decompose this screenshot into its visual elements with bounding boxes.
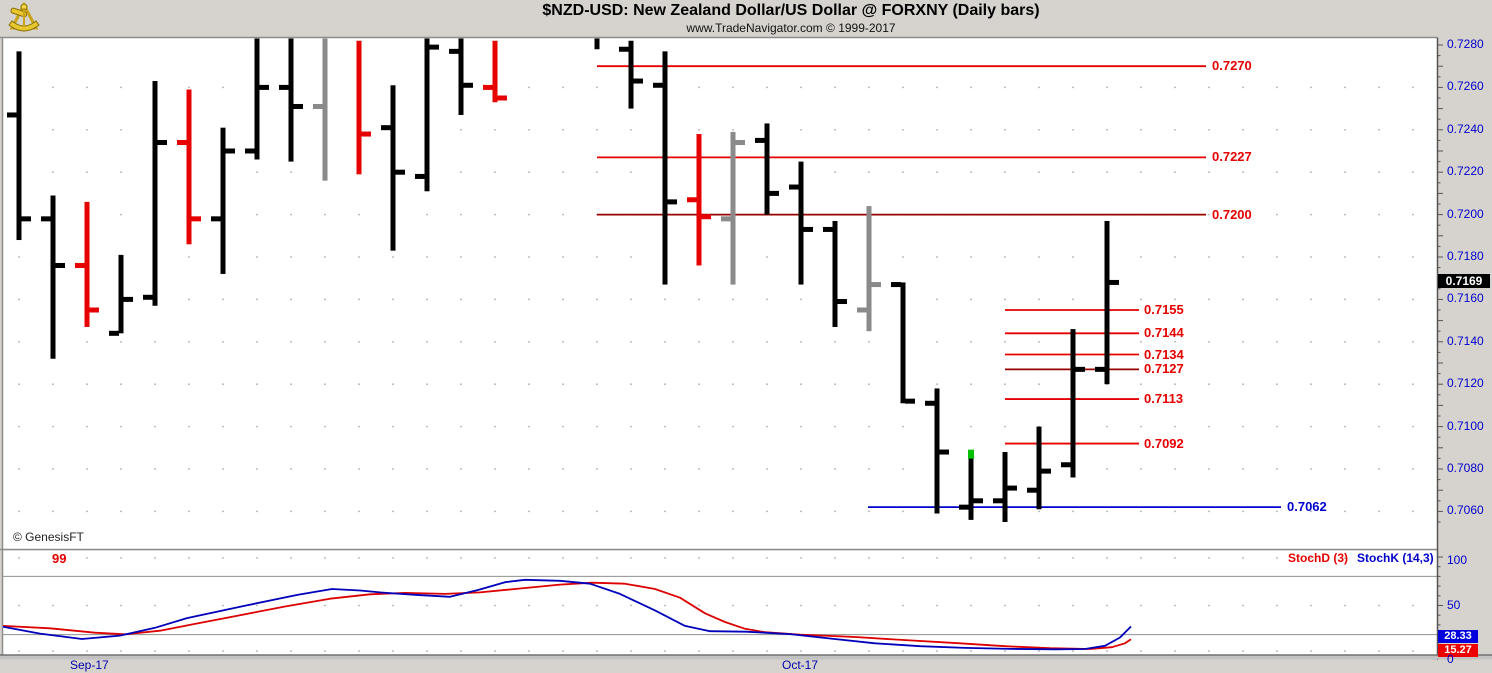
date-label-Sep-17: Sep-17 [70,658,109,672]
ohlc-bar [415,38,439,192]
ohlc-bar [891,282,915,404]
ohlc-bar [177,89,201,245]
bar-count-label: 99 [52,551,67,566]
ohlc-bar [449,38,473,115]
price-tick-label-0.7240: 0.7240 [1447,121,1484,136]
ohlc-bar [41,195,65,359]
trade-marker-dot [968,449,974,459]
level-label-0.7200: 0.7200 [1212,206,1252,222]
price-tick-label-0.7060: 0.7060 [1447,503,1484,518]
ohlc-bar [143,81,167,306]
ohlc-bar [313,38,328,181]
ohlc-bar [789,161,813,285]
stochastic-panel[interactable] [3,550,1437,656]
price-tick-label-0.7260: 0.7260 [1447,79,1484,94]
price-tick-label-0.7220: 0.7220 [1447,164,1484,179]
tradenavigator-logo-icon [8,2,40,32]
level-label-0.7092: 0.7092 [1144,435,1184,451]
price-tick-label-0.7160: 0.7160 [1447,291,1484,306]
ohlc-bar [653,51,677,285]
stochd-legend[interactable]: StochD (3) [1288,551,1348,565]
level-label-0.7270: 0.7270 [1212,58,1252,74]
ohlc-bar [1061,329,1085,478]
level-label-0.7134: 0.7134 [1144,346,1184,362]
ohlc-bar [211,127,235,274]
ohlc-bars [7,38,1119,522]
ohlc-bar [109,254,133,336]
main-chart-panel[interactable] [3,38,1437,550]
price-tick-label-0.7140: 0.7140 [1447,333,1484,348]
ohlc-bar [381,85,405,251]
ohlc-bar [356,40,371,175]
stochd-value-box: 15.27 [1438,644,1478,657]
level-label-0.7144: 0.7144 [1144,325,1184,341]
date-strip [0,655,1492,660]
current-price-box: 0.7169 [1438,274,1490,288]
price-tick-label-0.7280: 0.7280 [1447,37,1484,51]
stoch-d-line [2,581,1132,650]
ohlc-bar [823,220,847,327]
stochk-value-box: 28.33 [1438,630,1478,643]
ohlc-bar [7,51,31,241]
ohlc-bar [1095,220,1119,385]
ohlc-bar [721,131,745,285]
ohlc-bar [245,38,269,160]
chart-title: $NZD-USD: New Zealand Dollar/US Dollar @… [542,2,1040,19]
genesisft-watermark: © GenesisFT [13,530,84,544]
ohlc-bar [959,456,983,520]
ohlc-bar [687,134,711,266]
ohlc-bar [483,40,507,103]
price-tick-label-0.7200: 0.7200 [1447,206,1484,221]
level-label-0.7155: 0.7155 [1144,302,1184,317]
price-tick-label-0.7180: 0.7180 [1447,249,1484,263]
level-label-0.7113: 0.7113 [1144,391,1184,407]
date-label-Oct-17: Oct-17 [782,658,819,672]
ohlc-bar [1027,426,1051,510]
level-label-0.7127: 0.7127 [1144,361,1184,377]
stoch-k-line [2,578,1132,651]
price-tick-label-0.7120: 0.7120 [1447,376,1484,391]
level-label-0.7062: 0.7062 [1287,499,1327,515]
ohlc-bar [993,452,1017,522]
ohlc-bar [857,206,881,332]
ohlc-bar [755,123,779,215]
ohlc-bar [279,38,303,162]
stoch-tick-label-100: 100 [1447,553,1468,567]
stoch-tick-label-50: 50 [1447,597,1461,612]
ohlc-bar [594,38,600,50]
price-tick-label-0.7100: 0.7100 [1447,418,1484,433]
stochk-legend[interactable]: StochK (14,3) [1357,551,1434,565]
stoch-tick-label-0: 0 [1447,652,1454,666]
ohlc-bar [925,388,949,514]
grid-dots [18,86,1414,652]
price-tick-label-0.7080: 0.7080 [1447,461,1484,475]
ohlc-bar [75,201,99,327]
chart-subtitle: www.TradeNavigator.com © 1999-2017 [686,21,896,35]
ohlc-bar [619,40,643,109]
title-bar: $NZD-USD: New Zealand Dollar/US Dollar @… [0,0,1492,37]
level-label-0.7227: 0.7227 [1212,149,1252,165]
